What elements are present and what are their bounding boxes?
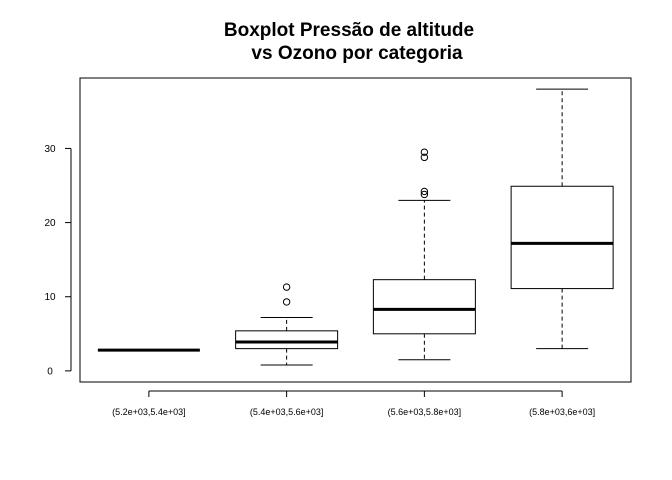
plot-layer: 0 10 20 30 (5.2e+03,5.4e+03] (5.4e+03,5.6e+03… (44, 88, 614, 417)
x-category-label: (5.8e+03,6e+03] (529, 407, 595, 417)
outlier-point (420, 190, 429, 199)
y-tick-label: 0 (47, 366, 53, 377)
chart-title-line-1: Boxplot Pressão de altitude (224, 20, 474, 41)
outlier-point (420, 153, 429, 162)
y-tick-label: 30 (44, 144, 56, 155)
x-category-label: (5.4e+03,5.6e+03] (250, 407, 324, 417)
y-tick-label: 20 (44, 218, 56, 229)
box-iqr (510, 185, 614, 290)
chart-title-line-2: vs Ozono por categoria (251, 43, 463, 64)
y-tick-label: 10 (44, 292, 56, 303)
plot-frame (79, 77, 632, 383)
box-iqr (372, 279, 476, 335)
x-category-label: (5.6e+03,5.8e+03] (388, 407, 462, 417)
outlier-point (282, 298, 291, 306)
outlier-point (420, 187, 429, 196)
box-iqr (235, 330, 339, 350)
outlier-point (420, 148, 429, 156)
outlier-point (282, 283, 291, 291)
x-category-label: (5.2e+03,5.4e+03] (112, 407, 186, 417)
